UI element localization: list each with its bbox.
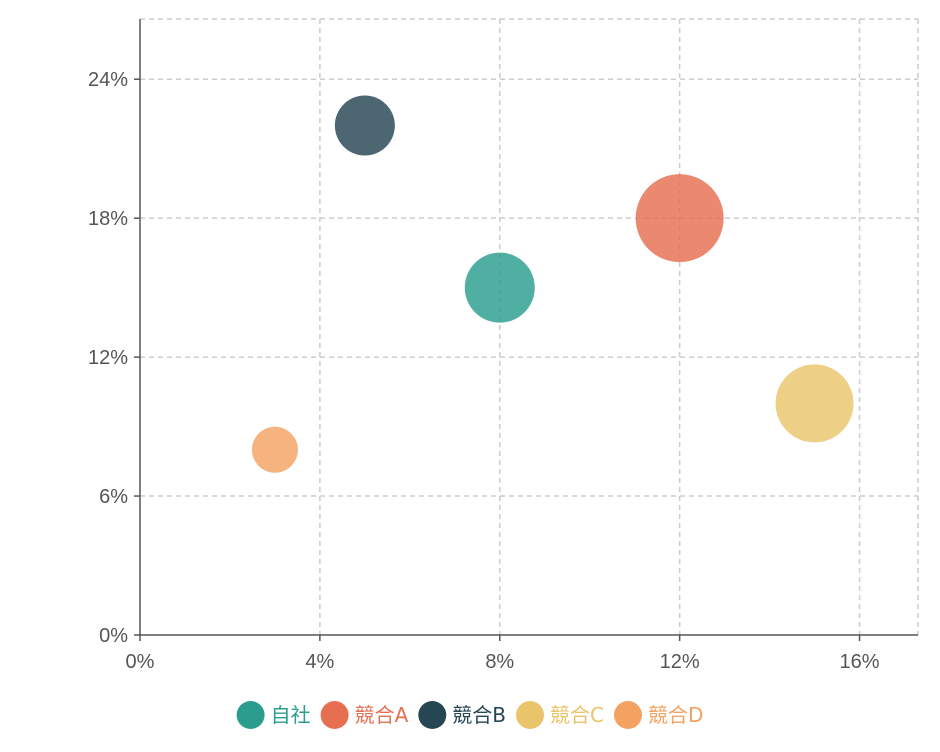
legend-marker <box>613 701 642 729</box>
bubble-point <box>251 426 298 473</box>
legend-label: 競合D <box>648 703 703 727</box>
y-tick-label: 0% <box>99 625 128 647</box>
legend-label: 競合B <box>452 703 506 727</box>
bubble-point <box>464 252 535 323</box>
legend-label: 競合C <box>550 703 604 727</box>
y-tick-label: 24% <box>88 69 128 91</box>
bubble-point <box>775 364 854 443</box>
x-tick-label: 12% <box>660 651 700 673</box>
y-tick-label: 12% <box>88 347 128 369</box>
legend-marker <box>320 701 349 729</box>
x-tick-label: 16% <box>840 651 880 673</box>
y-tick-label: 6% <box>99 486 128 508</box>
legend-marker <box>236 701 265 729</box>
legend-label: 競合A <box>355 703 409 727</box>
y-tick-label: 18% <box>88 208 128 230</box>
legend-label: 自社 <box>271 703 311 727</box>
x-tick-label: 8% <box>485 651 514 673</box>
bubble-point <box>635 174 724 263</box>
legend-marker <box>418 701 447 729</box>
x-tick-label: 4% <box>305 651 334 673</box>
legend-marker <box>516 701 545 729</box>
bubble-point <box>334 95 395 156</box>
x-tick-label: 0% <box>126 651 155 673</box>
